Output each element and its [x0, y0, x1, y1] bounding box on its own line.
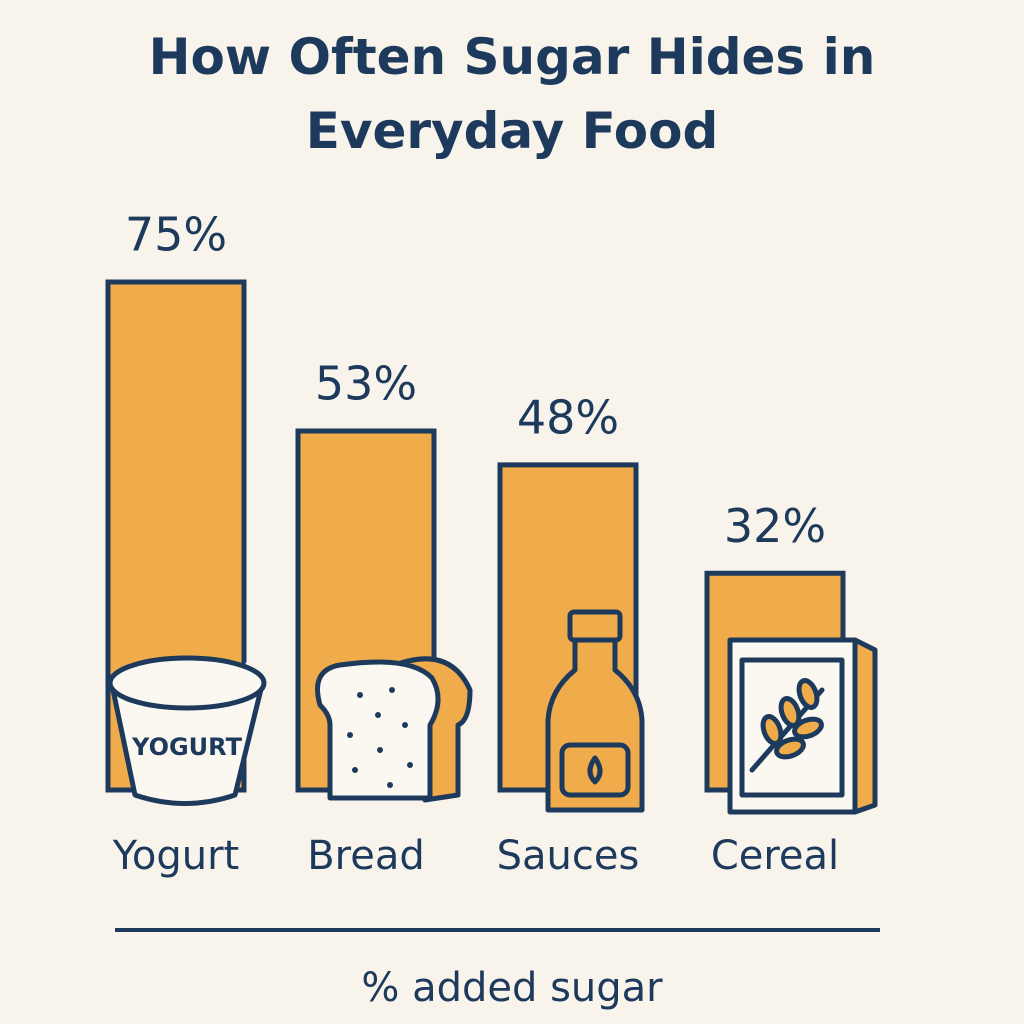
chart-title: How Often Sugar Hides in Everyday Food: [148, 28, 876, 160]
value-label: 48%: [517, 390, 619, 444]
caption: % added sugar: [361, 965, 663, 1011]
bread-dots: [347, 687, 413, 788]
bottle-flame: [587, 755, 603, 785]
wheat-grains: [760, 678, 824, 760]
bottle-cap: [567, 609, 623, 643]
value-label: 75%: [125, 208, 227, 262]
bottle: [545, 637, 645, 813]
value-label: 53%: [315, 357, 417, 411]
category-label: Cereal: [711, 833, 839, 879]
yogurt-cup: [109, 682, 265, 806]
category-label: Bread: [307, 833, 425, 879]
category-label: Sauces: [497, 833, 640, 879]
cereal-side: [852, 637, 878, 815]
title-box: How Often Sugar Hides in Everyday Food: [148, 28, 876, 160]
cereal-panel: [739, 657, 845, 798]
category-label: Yogurt: [112, 833, 239, 879]
yogurt-label: YOGURT: [131, 733, 243, 761]
bread-slice: [315, 659, 441, 801]
bottle-label: [559, 742, 631, 798]
yogurt-lid: [107, 655, 267, 711]
value-label: 32%: [724, 499, 826, 553]
icons: YOGURT: [107, 609, 878, 815]
